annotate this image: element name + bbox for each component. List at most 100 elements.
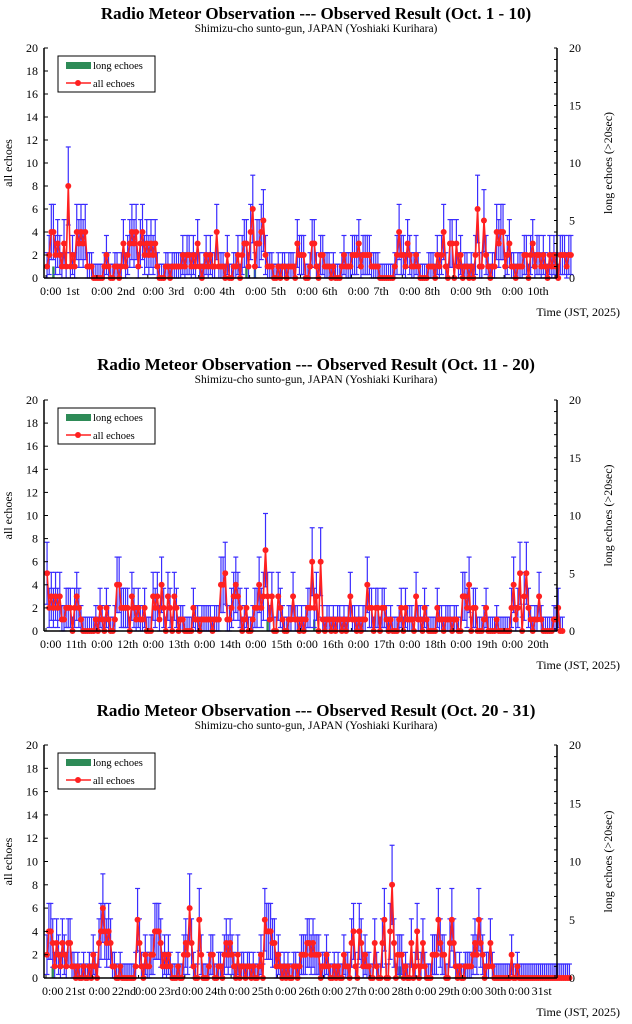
all-echoes-point <box>478 263 485 270</box>
all-echoes-point <box>234 252 241 258</box>
all-echoes-point <box>410 263 417 270</box>
all-echoes-point <box>347 593 354 600</box>
y-tick-label: 12 <box>26 133 38 147</box>
all-echoes-point <box>434 604 441 611</box>
y-tick-label: 16 <box>26 87 38 101</box>
all-echoes-point <box>88 263 95 270</box>
y-tick-label: 8 <box>32 532 38 546</box>
x-tick-label: 26th <box>299 984 320 998</box>
y2-tick-label: 5 <box>569 214 575 228</box>
all-echoes-point <box>234 593 241 600</box>
all-echoes-point <box>302 951 309 958</box>
all-echoes-point <box>335 963 342 970</box>
all-echoes-point <box>245 263 252 270</box>
all-echoes-point <box>133 616 140 623</box>
x-tick-label: 1st <box>66 284 81 298</box>
all-echoes-point <box>527 616 534 623</box>
y-tick-label: 0 <box>32 624 38 638</box>
all-echoes-point <box>188 940 195 947</box>
all-echoes-point <box>58 263 65 270</box>
all-echoes-point <box>362 616 369 623</box>
y-tick-label: 12 <box>26 485 38 499</box>
all-echoes-point <box>408 616 415 623</box>
all-echoes-point <box>326 263 333 270</box>
all-echoes-point <box>118 263 125 270</box>
all-echoes-point <box>472 604 479 611</box>
all-echoes-point <box>44 263 51 270</box>
x-tick-label: 21st <box>65 984 86 998</box>
all-echoes-point <box>310 940 317 947</box>
all-echoes-point <box>294 240 301 247</box>
all-echoes-point <box>448 916 455 923</box>
x-tick-label: 12th <box>117 637 138 651</box>
all-echoes-point <box>483 252 490 258</box>
all-echoes-point <box>536 252 543 258</box>
x-tick-label: 0:00 <box>40 284 61 298</box>
x-tick-label: 23rd <box>159 984 181 998</box>
all-echoes-point <box>237 604 244 611</box>
x-tick-label: 0:00 <box>229 984 250 998</box>
all-echoes-point <box>71 604 78 611</box>
all-echoes-point <box>105 928 112 935</box>
all-echoes-point <box>313 263 320 270</box>
all-echoes-point <box>323 951 330 958</box>
all-echoes-point <box>502 263 509 270</box>
all-echoes-point <box>381 604 388 611</box>
all-echoes-point <box>300 252 307 258</box>
all-echoes-point <box>559 628 566 634</box>
all-echoes-point <box>566 975 573 981</box>
all-echoes-point <box>247 229 254 235</box>
all-echoes-point <box>356 928 363 935</box>
all-echoes-point <box>250 963 257 970</box>
all-echoes-point <box>205 263 212 270</box>
all-echoes-point <box>77 229 84 235</box>
all-echoes-point <box>143 240 150 247</box>
all-echoes-point <box>138 963 145 970</box>
all-echoes-point <box>53 940 60 947</box>
all-echoes-point <box>381 916 388 923</box>
all-echoes-point <box>234 951 241 958</box>
all-echoes-point <box>61 616 68 623</box>
all-echoes-point <box>228 604 235 611</box>
x-tick-label: 4th <box>220 284 235 298</box>
all-echoes-point <box>186 905 193 912</box>
y-tick-label: 8 <box>32 878 38 892</box>
all-echoes-point <box>313 593 320 600</box>
all-echoes-point <box>156 616 163 623</box>
all-echoes-point <box>302 616 309 623</box>
y-tick-label: 14 <box>26 808 38 822</box>
all-echoes-point <box>298 616 305 623</box>
all-echoes-point <box>97 604 104 611</box>
all-echoes-point <box>90 951 97 958</box>
all-echoes-point <box>561 252 568 258</box>
y-tick-label: 4 <box>32 225 38 239</box>
all-echoes-point <box>279 616 286 623</box>
x-tick-label: 0:00 <box>297 637 318 651</box>
all-echoes-point <box>542 263 549 270</box>
all-echoes-point <box>434 252 441 258</box>
all-echoes-point <box>371 940 378 947</box>
all-echoes-point <box>61 240 68 247</box>
all-echoes-point <box>258 604 265 611</box>
all-echoes-point <box>350 928 357 935</box>
y2-tick-label: 20 <box>569 738 581 752</box>
y-tick-label: 20 <box>26 41 38 55</box>
all-echoes-point <box>50 604 57 611</box>
all-echoes-point <box>222 570 229 577</box>
all-echoes-point <box>103 604 110 611</box>
y-tick-label: 12 <box>26 831 38 845</box>
all-echoes-point <box>440 229 447 235</box>
x-tick-label: 0:00 <box>322 984 343 998</box>
y-axis-label: all echoes <box>1 139 15 187</box>
all-echoes-point <box>275 263 282 270</box>
all-echoes-point <box>201 263 208 270</box>
all-echoes-point <box>463 263 470 270</box>
all-echoes-point <box>466 581 473 588</box>
all-echoes-point <box>284 963 291 970</box>
all-echoes-point <box>355 616 362 623</box>
y2-tick-label: 0 <box>569 971 575 985</box>
y2-tick-label: 5 <box>569 913 575 927</box>
x-tick-label: 0:00 <box>275 984 296 998</box>
all-echoes-point <box>182 940 189 947</box>
all-echoes-point <box>75 240 82 247</box>
